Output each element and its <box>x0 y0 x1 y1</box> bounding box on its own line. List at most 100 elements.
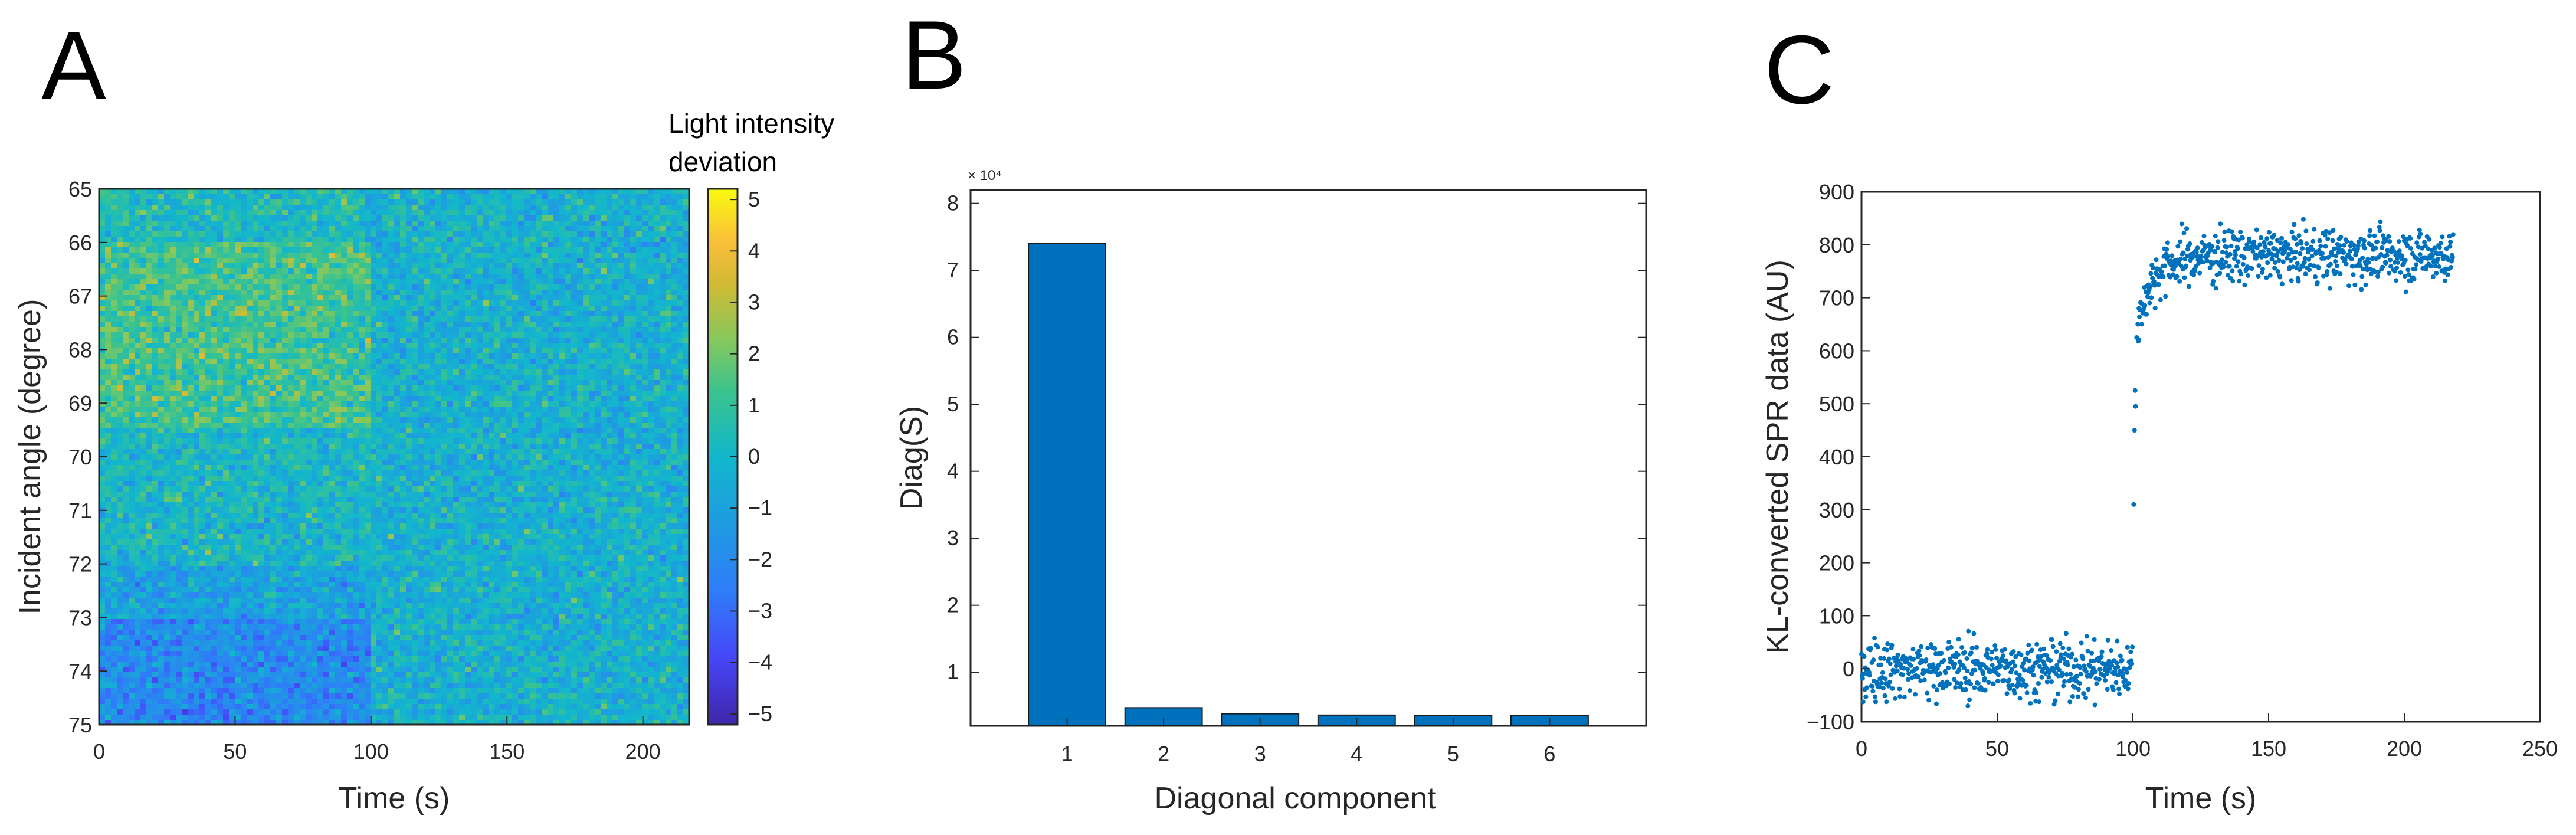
heatmap-cell <box>123 396 129 401</box>
heatmap-cell <box>129 396 135 401</box>
heatmap-cell <box>99 375 105 380</box>
heatmap-cell <box>589 332 595 338</box>
heatmap-cell <box>135 423 140 428</box>
heatmap-cell <box>583 407 589 412</box>
heatmap-cell <box>170 353 176 359</box>
heatmap-cell <box>217 380 223 385</box>
heatmap-cell <box>548 189 553 194</box>
heatmap-cell <box>247 306 253 311</box>
heatmap-cell <box>270 194 276 199</box>
heatmap-cell <box>530 284 536 290</box>
heatmap-cell <box>300 428 306 433</box>
heatmap-cell <box>282 359 288 364</box>
heatmap-cell <box>294 189 300 194</box>
heatmap-cell <box>459 412 465 417</box>
heatmap-cell <box>253 226 258 231</box>
heatmap-cell <box>341 359 347 364</box>
heatmap-cell <box>253 231 258 237</box>
heatmap-cell <box>182 327 188 332</box>
heatmap-cell <box>542 247 548 253</box>
heatmap-cell <box>229 290 235 295</box>
heatmap-cell <box>140 268 146 274</box>
heatmap-cell <box>188 295 194 300</box>
heatmap-cell <box>601 412 607 417</box>
heatmap-cell <box>624 385 630 391</box>
heatmap-cell <box>353 428 359 433</box>
heatmap-cell <box>247 385 253 391</box>
heatmap-cell <box>170 284 176 290</box>
heatmap-cell <box>489 290 494 295</box>
heatmap-cell <box>553 438 559 444</box>
heatmap-cell <box>229 332 235 338</box>
heatmap-cell <box>683 338 689 343</box>
heatmap-cell <box>636 237 642 242</box>
heatmap-cell <box>447 348 453 353</box>
heatmap-cell <box>317 205 323 210</box>
heatmap-cell <box>123 268 129 274</box>
heatmap-cell <box>648 396 654 401</box>
heatmap-cell <box>146 194 152 199</box>
heatmap-cell <box>583 199 589 205</box>
heatmap-cell <box>430 375 435 380</box>
heatmap-cell <box>571 327 577 332</box>
heatmap-cell <box>500 385 506 391</box>
heatmap-cell <box>329 364 335 369</box>
heatmap-cell <box>135 369 140 375</box>
heatmap-cell <box>194 290 199 295</box>
heatmap-cell <box>506 189 512 194</box>
heatmap-cell <box>365 221 371 226</box>
heatmap-cell <box>624 338 630 343</box>
heatmap-cell <box>648 444 654 449</box>
heatmap-cell <box>459 343 465 348</box>
heatmap-cell <box>618 290 624 295</box>
heatmap-cell <box>264 348 270 353</box>
heatmap-cell <box>140 226 146 231</box>
heatmap-cell <box>323 343 329 348</box>
heatmap-cell <box>559 258 565 263</box>
heatmap-cell <box>595 221 601 226</box>
heatmap-cell <box>117 428 123 433</box>
heatmap-cell <box>117 385 123 391</box>
heatmap-cell <box>140 428 146 433</box>
heatmap-cell <box>607 375 612 380</box>
heatmap-cell <box>146 369 152 375</box>
heatmap-cell <box>388 391 394 396</box>
heatmap-cell <box>477 258 483 263</box>
heatmap-cell <box>229 231 235 237</box>
heatmap-cell <box>441 247 447 253</box>
heatmap-cell <box>607 380 612 385</box>
heatmap-cell <box>188 417 194 423</box>
heatmap-cell <box>607 332 612 338</box>
heatmap-cell <box>164 189 170 194</box>
heatmap-cell <box>559 311 565 316</box>
heatmap-cell <box>536 295 542 300</box>
heatmap-cell <box>140 290 146 295</box>
heatmap-cell <box>317 412 323 417</box>
heatmap-cell <box>211 263 217 268</box>
heatmap-cell <box>199 322 205 327</box>
heatmap-cell <box>530 338 536 343</box>
heatmap-cell <box>382 364 388 369</box>
heatmap-cell <box>506 237 512 242</box>
heatmap-cell <box>353 396 359 401</box>
heatmap-cell <box>158 231 164 237</box>
heatmap-cell <box>553 364 559 369</box>
heatmap-cell <box>140 338 146 343</box>
heatmap-cell <box>317 391 323 396</box>
heatmap-cell <box>553 253 559 258</box>
heatmap-cell <box>270 428 276 433</box>
heatmap-cell <box>477 412 483 417</box>
heatmap-cell <box>371 199 376 205</box>
heatmap-cell <box>158 380 164 385</box>
heatmap-cell <box>388 210 394 215</box>
heatmap-cell <box>683 268 689 274</box>
heatmap-cell <box>323 385 329 391</box>
heatmap-cell <box>300 449 306 454</box>
heatmap-cell <box>494 242 500 247</box>
heatmap-cell <box>371 407 376 412</box>
heatmap-cell <box>506 348 512 353</box>
heatmap-cell <box>601 316 607 322</box>
heatmap-cell <box>158 205 164 210</box>
heatmap-cell <box>335 401 341 407</box>
heatmap-cell <box>506 433 512 438</box>
